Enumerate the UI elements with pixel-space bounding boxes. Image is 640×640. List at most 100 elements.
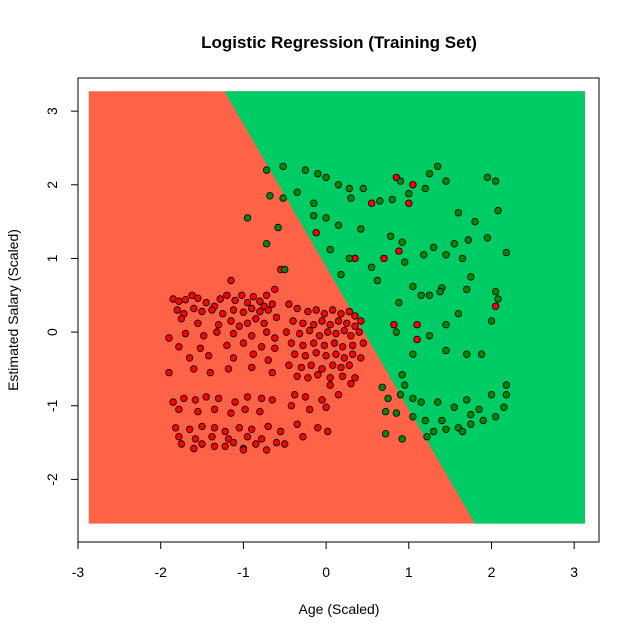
point-class-0 xyxy=(175,343,183,351)
y-tick-label: -2 xyxy=(44,473,60,486)
point-class-0 xyxy=(272,313,281,322)
point-class-0 xyxy=(175,297,183,305)
point-class-1 xyxy=(467,420,475,428)
point-class-0 xyxy=(257,435,266,443)
point-class-0 xyxy=(214,394,223,403)
point-class-1 xyxy=(279,194,287,202)
point-class-0 xyxy=(337,310,345,318)
point-class-1 xyxy=(458,427,467,436)
point-class-0 xyxy=(271,334,279,342)
point-class-0 xyxy=(318,317,326,325)
point-class-0 xyxy=(307,361,315,369)
point-class-0 xyxy=(314,371,322,379)
point-class-0 xyxy=(315,332,324,340)
point-class-0 xyxy=(340,326,348,335)
point-class-0 xyxy=(177,315,186,323)
point-class-1 xyxy=(345,254,353,263)
point-class-0 xyxy=(243,433,252,441)
point-class-0 xyxy=(322,352,330,360)
point-class-1 xyxy=(373,276,382,285)
point-class-1 xyxy=(425,332,434,340)
point-class-0 xyxy=(247,363,256,372)
point-class-0 xyxy=(165,334,173,342)
point-class-1 xyxy=(347,194,355,202)
point-class-0 xyxy=(271,344,279,352)
point-class-0 xyxy=(190,444,198,453)
point-class-1 xyxy=(467,273,475,281)
point-class-0 xyxy=(271,285,279,294)
point-class-0 xyxy=(299,341,307,350)
point-class-1 xyxy=(454,310,463,318)
chart-title: Logistic Regression (Training Set) xyxy=(201,33,477,52)
point-class-1 xyxy=(337,270,345,279)
point-class-0 xyxy=(357,354,365,362)
point-class-0 xyxy=(229,438,238,447)
point-class-0 xyxy=(247,425,256,433)
point-class-0 xyxy=(165,368,173,377)
point-class-0 xyxy=(343,319,351,327)
point-class-0 xyxy=(204,352,213,360)
point-class-1 xyxy=(367,263,376,271)
point-class-0 xyxy=(227,276,235,285)
x-tick-label: 3 xyxy=(570,564,578,580)
point-class-1 xyxy=(450,239,458,248)
point-class-1 xyxy=(487,391,496,399)
point-class-1 xyxy=(398,238,406,246)
point-class-1 xyxy=(429,427,438,436)
point-class-0 xyxy=(210,442,219,450)
point-class-1 xyxy=(417,398,425,406)
point-class-0 xyxy=(210,405,219,414)
point-class-0 xyxy=(347,380,355,388)
point-class-0 xyxy=(304,374,312,382)
point-class-1 xyxy=(491,177,500,185)
point-class-0 xyxy=(405,199,413,207)
point-class-0 xyxy=(199,332,208,340)
point-class-1 xyxy=(463,396,471,404)
point-class-0 xyxy=(351,374,359,382)
point-class-1 xyxy=(243,214,252,222)
point-class-0 xyxy=(395,247,403,255)
point-class-0 xyxy=(177,440,186,448)
data-points xyxy=(165,162,511,454)
point-class-1 xyxy=(359,184,367,193)
point-class-0 xyxy=(198,440,206,448)
point-class-0 xyxy=(169,398,177,406)
point-class-0 xyxy=(210,424,219,432)
point-class-1 xyxy=(483,234,492,242)
point-class-0 xyxy=(293,372,301,380)
point-class-0 xyxy=(252,440,260,448)
point-class-1 xyxy=(425,291,434,299)
point-class-0 xyxy=(173,306,181,314)
point-class-1 xyxy=(442,321,450,329)
point-class-0 xyxy=(188,291,196,299)
point-class-1 xyxy=(293,188,301,196)
point-class-1 xyxy=(386,232,395,240)
point-class-1 xyxy=(458,254,467,263)
point-class-1 xyxy=(381,430,390,438)
point-class-0 xyxy=(347,332,355,340)
point-class-0 xyxy=(359,339,367,347)
point-class-0 xyxy=(332,329,340,338)
point-class-1 xyxy=(442,177,450,185)
point-class-0 xyxy=(345,307,353,316)
point-class-0 xyxy=(291,350,299,358)
point-class-1 xyxy=(301,166,310,174)
point-class-0 xyxy=(249,293,257,301)
point-class-0 xyxy=(329,361,337,369)
point-class-0 xyxy=(332,350,340,358)
point-class-0 xyxy=(299,433,307,441)
point-class-0 xyxy=(262,291,271,299)
point-class-0 xyxy=(229,354,238,362)
point-class-0 xyxy=(334,391,343,399)
point-class-0 xyxy=(351,322,359,330)
point-class-0 xyxy=(314,424,322,432)
point-class-0 xyxy=(310,321,318,329)
point-class-0 xyxy=(190,365,198,373)
point-class-0 xyxy=(260,319,268,327)
point-class-1 xyxy=(425,169,434,178)
point-class-0 xyxy=(264,422,272,431)
point-class-0 xyxy=(243,393,252,401)
point-class-0 xyxy=(413,321,421,329)
point-class-0 xyxy=(299,319,307,327)
